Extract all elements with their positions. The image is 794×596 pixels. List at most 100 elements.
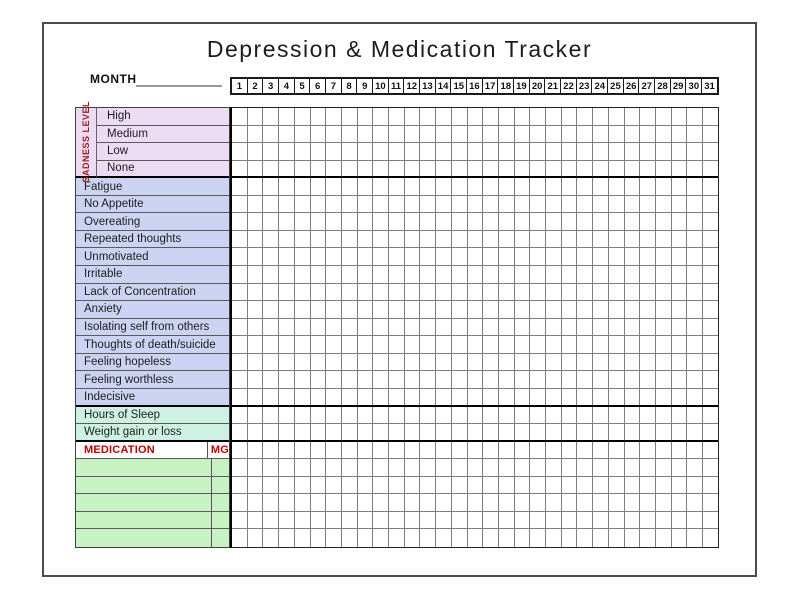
day-cell[interactable] xyxy=(687,353,704,371)
day-cell[interactable] xyxy=(672,266,688,283)
day-cell[interactable] xyxy=(452,108,468,125)
day-cell[interactable] xyxy=(373,406,390,424)
day-cell[interactable] xyxy=(703,336,718,353)
day-cell[interactable] xyxy=(499,178,515,195)
day-cell[interactable] xyxy=(609,406,625,424)
day-cell[interactable] xyxy=(436,195,452,213)
day-cell[interactable] xyxy=(358,125,374,143)
day-cell[interactable] xyxy=(546,529,562,547)
day-cell[interactable] xyxy=(562,441,578,459)
day-cell[interactable] xyxy=(311,248,327,266)
day-cell[interactable] xyxy=(577,195,594,213)
day-cell[interactable] xyxy=(326,459,342,476)
day-cell[interactable] xyxy=(420,388,437,405)
day-cell[interactable] xyxy=(625,406,641,424)
day-cell[interactable] xyxy=(577,371,594,388)
day-cell[interactable] xyxy=(577,283,594,301)
day-cell[interactable] xyxy=(687,160,704,177)
day-cell[interactable] xyxy=(436,230,452,248)
day-cell[interactable] xyxy=(452,143,468,160)
day-cell[interactable] xyxy=(640,230,656,248)
day-cell[interactable] xyxy=(468,511,484,529)
day-cell[interactable] xyxy=(405,143,421,160)
day-cell[interactable] xyxy=(640,476,656,494)
day-cell[interactable] xyxy=(468,529,484,547)
day-cell[interactable] xyxy=(232,160,248,177)
day-cell[interactable] xyxy=(263,459,280,476)
day-cell[interactable] xyxy=(311,424,327,440)
day-cell[interactable] xyxy=(358,108,374,125)
day-cell[interactable] xyxy=(483,178,499,195)
day-cell[interactable] xyxy=(405,406,421,424)
day-cell[interactable] xyxy=(656,178,672,195)
month-fill-in-line[interactable] xyxy=(136,85,222,87)
day-cell[interactable] xyxy=(515,301,531,318)
day-cell[interactable] xyxy=(468,424,484,440)
day-cell[interactable] xyxy=(625,248,641,266)
day-cell[interactable] xyxy=(499,266,515,283)
day-cell[interactable] xyxy=(279,125,295,143)
day-cell[interactable] xyxy=(593,213,609,230)
day-cell[interactable] xyxy=(530,459,547,476)
day-cell[interactable] xyxy=(263,318,280,336)
day-cell[interactable] xyxy=(295,230,311,248)
day-cell[interactable] xyxy=(562,318,578,336)
day-cell[interactable] xyxy=(436,266,452,283)
day-cell[interactable] xyxy=(342,266,358,283)
day-cell[interactable] xyxy=(263,160,280,177)
day-cell[interactable] xyxy=(483,336,499,353)
day-cell[interactable] xyxy=(373,494,390,511)
day-cell[interactable] xyxy=(279,143,295,160)
day-cell[interactable] xyxy=(499,160,515,177)
day-cell[interactable] xyxy=(358,178,374,195)
day-cell[interactable] xyxy=(687,178,704,195)
day-cell[interactable] xyxy=(577,160,594,177)
day-cell[interactable] xyxy=(420,125,437,143)
day-cell[interactable] xyxy=(326,213,342,230)
day-cell[interactable] xyxy=(577,213,594,230)
day-cell[interactable] xyxy=(279,213,295,230)
day-cell[interactable] xyxy=(452,353,468,371)
day-cell[interactable] xyxy=(436,529,452,547)
day-cell[interactable] xyxy=(279,301,295,318)
day-cell[interactable] xyxy=(405,248,421,266)
day-cell[interactable] xyxy=(672,213,688,230)
day-cell[interactable] xyxy=(389,406,405,424)
day-cell[interactable] xyxy=(232,371,248,388)
day-cell[interactable] xyxy=(468,336,484,353)
day-cell[interactable] xyxy=(389,213,405,230)
day-cell[interactable] xyxy=(609,441,625,459)
day-cell[interactable] xyxy=(279,441,295,459)
day-cell[interactable] xyxy=(436,213,452,230)
day-cell[interactable] xyxy=(279,160,295,177)
day-cell[interactable] xyxy=(468,230,484,248)
day-cell[interactable] xyxy=(232,230,248,248)
day-cell[interactable] xyxy=(530,371,547,388)
day-cell[interactable] xyxy=(295,459,311,476)
day-cell[interactable] xyxy=(562,459,578,476)
day-cell[interactable] xyxy=(499,230,515,248)
day-cell[interactable] xyxy=(373,213,390,230)
day-cell[interactable] xyxy=(295,160,311,177)
day-cell[interactable] xyxy=(515,424,531,440)
day-cell[interactable] xyxy=(687,301,704,318)
day-cell[interactable] xyxy=(295,283,311,301)
day-cell[interactable] xyxy=(483,406,499,424)
day-cell[interactable] xyxy=(687,459,704,476)
day-cell[interactable] xyxy=(656,248,672,266)
day-cell[interactable] xyxy=(468,371,484,388)
day-cell[interactable] xyxy=(436,406,452,424)
day-cell[interactable] xyxy=(468,476,484,494)
day-cell[interactable] xyxy=(577,178,594,195)
day-cell[interactable] xyxy=(483,195,499,213)
day-cell[interactable] xyxy=(640,336,656,353)
day-cell[interactable] xyxy=(279,283,295,301)
day-cell[interactable] xyxy=(672,178,688,195)
day-cell[interactable] xyxy=(389,125,405,143)
day-cell[interactable] xyxy=(499,529,515,547)
day-cell[interactable] xyxy=(232,283,248,301)
day-cell[interactable] xyxy=(562,108,578,125)
day-cell[interactable] xyxy=(279,406,295,424)
day-cell[interactable] xyxy=(232,318,248,336)
day-cell[interactable] xyxy=(358,160,374,177)
